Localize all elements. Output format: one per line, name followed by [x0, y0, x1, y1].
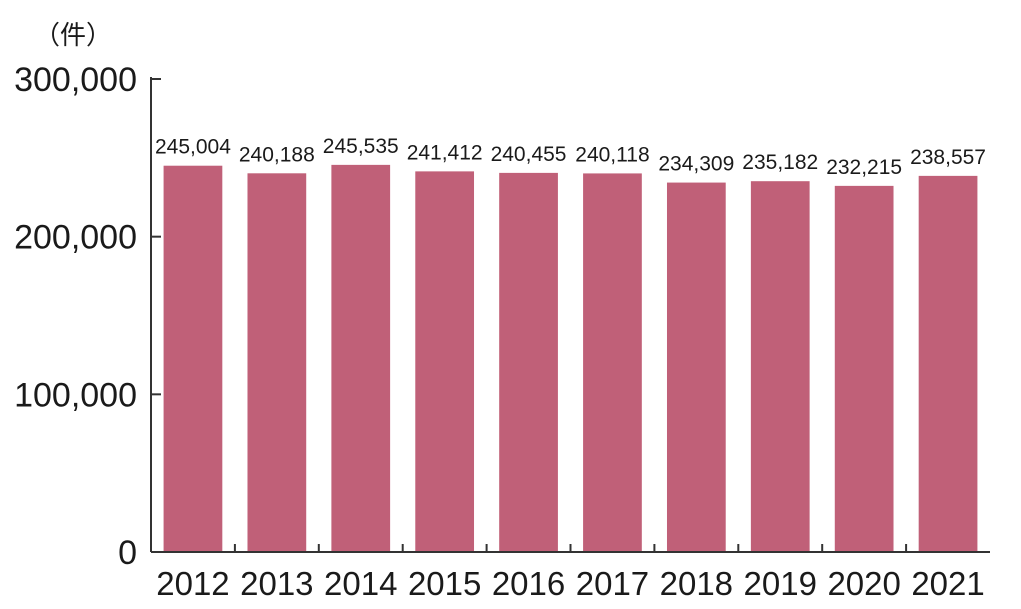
bar-2012 — [163, 165, 223, 552]
x-axis-ticks: 2012 2013 2014 2015 2016 2017 2018 2019 2020 2021 — [156, 544, 985, 602]
y-axis-ticks: 0 100,000 200,000 300,000 — [14, 61, 161, 572]
x-tick-label-2020: 2020 — [827, 565, 900, 602]
x-tick-label-2017: 2017 — [576, 565, 649, 602]
bar-2017 — [583, 173, 642, 553]
value-label-2015: 241,412 — [407, 141, 483, 164]
y-tick-label: 300,000 — [14, 61, 137, 99]
bar-2018 — [666, 182, 726, 552]
bar-2013 — [247, 173, 307, 552]
y-tick-label: 100,000 — [14, 376, 137, 414]
x-tick-label-2012: 2012 — [156, 565, 229, 602]
x-tick-label-2013: 2013 — [240, 565, 313, 602]
value-label-2012: 245,004 — [155, 136, 231, 159]
y-unit-label: （件） — [34, 21, 112, 51]
x-tick-label-2015: 2015 — [408, 565, 481, 602]
bar-2016 — [499, 172, 558, 552]
bars — [163, 164, 978, 553]
value-label-2019: 235,182 — [742, 151, 818, 174]
bar-2015 — [415, 171, 475, 552]
value-label-2021: 238,557 — [910, 146, 986, 169]
value-label-2020: 232,215 — [826, 156, 902, 179]
value-label-2016: 240,455 — [491, 143, 567, 166]
x-tick-label-2016: 2016 — [492, 565, 565, 602]
bar-2021 — [918, 175, 978, 553]
value-labels: 245,004 240,188 245,535 241,412 240,455 240,1… — [155, 135, 986, 179]
value-label-2014: 245,535 — [323, 135, 399, 158]
x-tick-label-2021: 2021 — [911, 565, 984, 602]
value-label-2013: 240,188 — [239, 143, 315, 166]
y-tick-label: 200,000 — [14, 219, 137, 257]
x-tick-label-2019: 2019 — [744, 565, 817, 602]
bar-2019 — [750, 181, 810, 552]
x-tick-label-2018: 2018 — [660, 565, 733, 602]
bar-2020 — [834, 185, 894, 553]
value-label-2018: 234,309 — [658, 153, 734, 176]
value-label-2017: 240,118 — [575, 143, 649, 166]
bar-2014 — [331, 164, 391, 552]
x-tick-label-2014: 2014 — [324, 565, 397, 602]
y-tick-label: 0 — [118, 534, 137, 572]
